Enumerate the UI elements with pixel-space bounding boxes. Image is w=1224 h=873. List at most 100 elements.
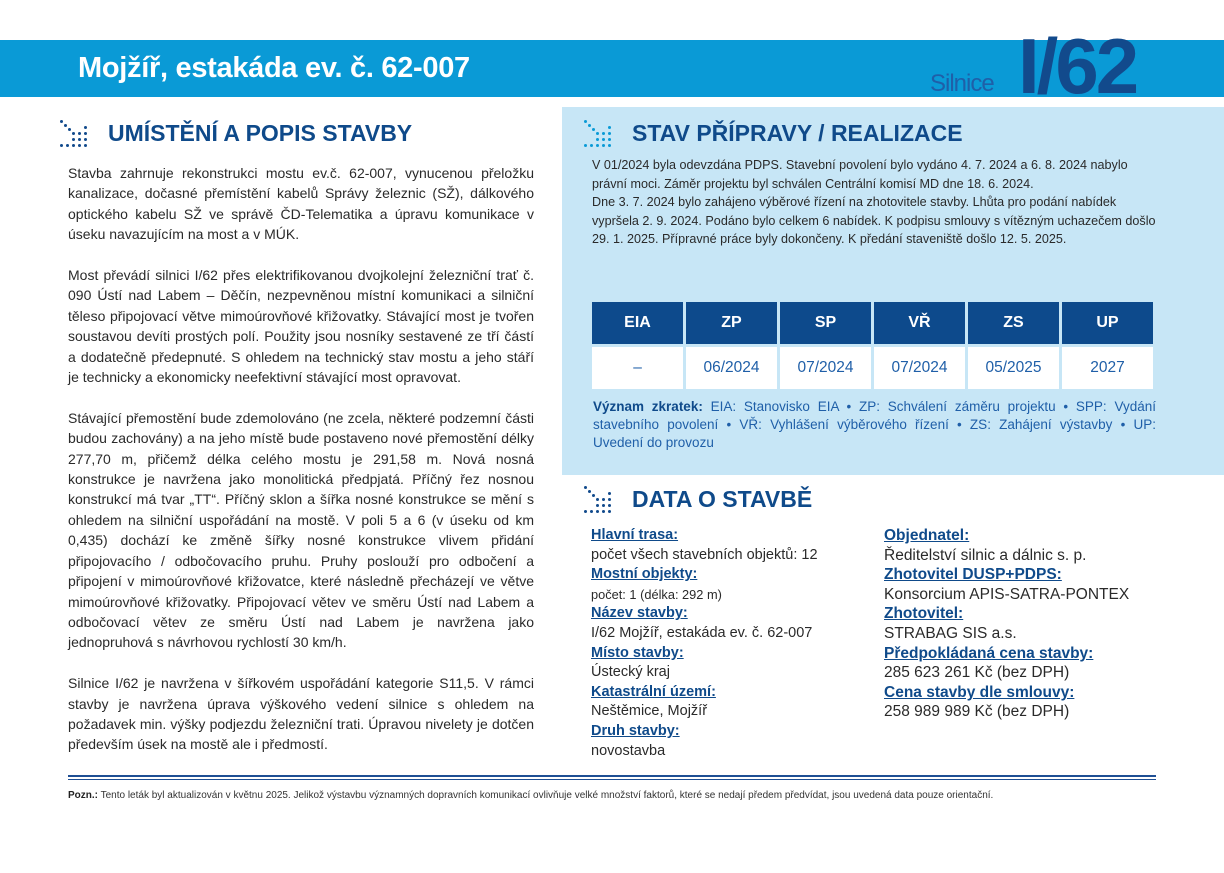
dots-icon xyxy=(584,484,618,514)
paragraph: Stavba zahrnuje rekonstrukci mostu ev.č.… xyxy=(68,165,534,243)
dot xyxy=(596,504,599,507)
dot xyxy=(72,144,75,147)
road-label: Silnice xyxy=(930,70,995,97)
dot xyxy=(84,144,87,147)
dot xyxy=(592,128,595,131)
dot xyxy=(72,132,75,135)
heading-text: UMÍSTĚNÍ A POPIS STAVBY xyxy=(108,119,413,146)
data-label: Zhotovitel: xyxy=(884,605,964,623)
status-panel xyxy=(562,107,1224,475)
dot xyxy=(584,510,587,513)
table-cell: – xyxy=(592,347,683,389)
table-header: ZS xyxy=(968,302,1059,344)
dot xyxy=(66,144,69,147)
data-value: Konsorcium APIS-SATRA-PONTEX xyxy=(884,585,1130,603)
milestones-table: EIA ZP SP VŘ ZS UP –06/2024 07/2024 07/2024 05/20… xyxy=(589,299,1156,392)
dot xyxy=(584,486,587,489)
table-cell: 05/2025 xyxy=(968,347,1059,389)
dot xyxy=(608,492,611,495)
status-text: V 01/2024 byla odevzdána PDPS. Stavební … xyxy=(592,156,1162,249)
table-cell: 07/2024 xyxy=(874,347,965,389)
note-text: Tento leták byl aktualizován v květnu 20… xyxy=(98,790,994,801)
dot xyxy=(68,128,71,131)
status-paragraph: V 01/2024 byla odevzdána PDPS. Stavební … xyxy=(592,158,1128,191)
dot xyxy=(78,132,81,135)
data-value: počet všech stavebních objektů: 12 xyxy=(591,546,818,563)
header-band xyxy=(0,40,1224,97)
table-cell: 2027 xyxy=(1062,347,1153,389)
dot xyxy=(60,120,63,123)
dot xyxy=(608,132,611,135)
dot xyxy=(608,498,611,501)
table-header: SP xyxy=(780,302,871,344)
dot xyxy=(602,144,605,147)
data-column-left: Hlavní trasa: počet všech stavebních obje… xyxy=(591,526,818,761)
dot xyxy=(592,494,595,497)
paragraph: Silnice I/62 je navržena v šířkovém uspo… xyxy=(68,675,534,753)
data-label: Objednatel: xyxy=(884,527,970,544)
note-label: Pozn.: xyxy=(68,790,98,801)
data-value: Ředitelství silnic a dálnic s. p. xyxy=(884,546,1087,564)
dot xyxy=(64,124,67,127)
dot xyxy=(602,138,605,141)
data-value: Neštěmice, Mojžíř xyxy=(591,703,708,720)
table-cell: 07/2024 xyxy=(780,347,871,389)
data-label: Předpokládaná cena stavby: xyxy=(884,644,1094,662)
page-title: Mojžíř, estakáda ev. č. 62-007 xyxy=(78,52,470,84)
dot xyxy=(84,126,87,129)
data-value: novostavba xyxy=(591,742,666,759)
data-value: 285 623 261 Kč (bez DPH) xyxy=(884,664,1070,682)
table-header: EIA xyxy=(592,302,683,344)
data-value: I/62 Mojžíř, estakáda ev. č. 62-007 xyxy=(591,624,813,641)
dot xyxy=(608,144,611,147)
dot xyxy=(590,510,593,513)
section-heading-status: STAV PŘÍPRAVY / REALIZACE xyxy=(584,118,963,148)
data-label: Hlavní trasa: xyxy=(591,527,679,543)
dot xyxy=(72,138,75,141)
dots-icon xyxy=(60,118,94,148)
paragraph: Stávající přemostění bude zdemolováno (n… xyxy=(68,409,534,651)
data-label: Druh stavby: xyxy=(591,722,680,739)
dots-icon xyxy=(584,118,618,148)
dot xyxy=(608,126,611,129)
section-heading-location: UMÍSTĚNÍ A POPIS STAVBY xyxy=(60,118,412,148)
dot xyxy=(84,132,87,135)
road-number: I/62 xyxy=(1018,22,1139,110)
abbr-text: EIA: Stanovisko EIA • ZP: Schválení zámě… xyxy=(593,399,1156,450)
dot xyxy=(584,144,587,147)
dot xyxy=(590,144,593,147)
data-label: Místo stavby: xyxy=(591,644,684,661)
table-header: VŘ xyxy=(874,302,965,344)
data-value: STRABAG SIS a.s. xyxy=(884,624,1017,642)
dot xyxy=(608,138,611,141)
heading-text: DATA O STAVBĚ xyxy=(632,485,813,512)
dot xyxy=(602,510,605,513)
dot xyxy=(588,490,591,493)
dot xyxy=(78,144,81,147)
dot xyxy=(596,510,599,513)
divider xyxy=(68,775,1156,777)
abbr-label: Význam zkratek: xyxy=(593,399,703,414)
footer-note: Pozn.: Tento leták byl aktualizován v kv… xyxy=(68,790,993,801)
dot xyxy=(78,138,81,141)
dot xyxy=(602,132,605,135)
data-label: Název stavby: xyxy=(591,605,688,622)
table-cell: 06/2024 xyxy=(686,347,777,389)
abbreviations: Význam zkratek: EIA: Stanovisko EIA • ZP… xyxy=(593,398,1156,452)
paragraph: Most převádí silnici I/62 přes elektrifi… xyxy=(68,267,534,386)
dot xyxy=(596,132,599,135)
dot xyxy=(584,120,587,123)
dot xyxy=(596,138,599,141)
data-value: Ústecký kraj xyxy=(591,664,670,681)
dot xyxy=(608,504,611,507)
data-column-right: Objednatel: Ředitelství silnic a dálnic s… xyxy=(884,526,1129,722)
data-label: Zhotovitel DUSP+PDPS: xyxy=(884,566,1062,584)
dot xyxy=(602,504,605,507)
data-value: 258 989 989 Kč (bez DPH) xyxy=(884,703,1070,721)
table-header: ZP xyxy=(686,302,777,344)
status-paragraph: Dne 3. 7. 2024 bylo zahájeno výběrové ří… xyxy=(592,195,1156,246)
heading-text: STAV PŘÍPRAVY / REALIZACE xyxy=(632,119,963,146)
table-header: UP xyxy=(1062,302,1153,344)
location-text: Stavba zahrnuje rekonstrukci mostu ev.č.… xyxy=(68,163,534,775)
divider xyxy=(68,779,1156,780)
